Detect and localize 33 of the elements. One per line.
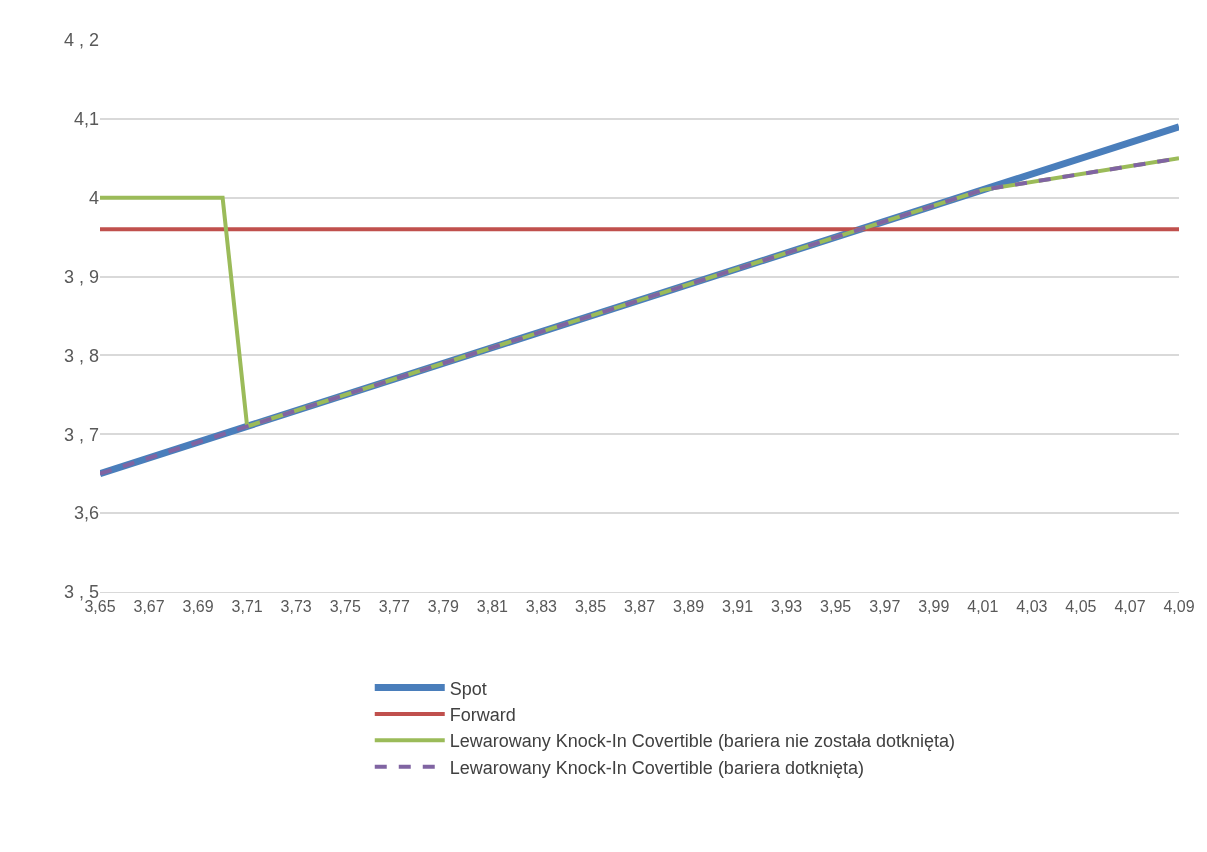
x-tick-label: 3,93 (771, 598, 803, 616)
y-tick-label: 4 , 2 (63, 30, 99, 51)
x-tick-label: 3,83 (525, 598, 558, 616)
x-tick-label: 3,79 (427, 598, 459, 616)
y-tick-label: 4,1 (73, 109, 99, 130)
x-tick-label: 3,99 (918, 598, 950, 616)
x-tick-label: 3,67 (133, 598, 165, 616)
x-tick-label: 3,81 (476, 598, 509, 616)
x-tick-label: 4,03 (1016, 598, 1048, 616)
y-tick-label: 3 , 8 (63, 345, 99, 366)
y-tick-label: 3,6 (73, 503, 99, 524)
x-tick-label: 3,77 (378, 598, 410, 616)
x-tick-label: 3,71 (231, 598, 263, 616)
x-tick-label: 3,69 (182, 598, 214, 616)
x-tick-label: 4,09 (1163, 598, 1195, 616)
x-tick-label: 4,05 (1065, 598, 1097, 616)
x-tick-label: 4,01 (967, 598, 999, 616)
legend-label: Lewarowany Knock-In Covertible (bariera dotknięta) (449, 757, 864, 778)
x-tick-label: 3,75 (329, 598, 361, 616)
legend-label: Spot (449, 678, 487, 699)
legend-label: Lewarowany Knock-In Covertible (bariera nie została dotknięta) (449, 731, 956, 752)
legend-label: Forward (449, 704, 516, 725)
y-tick-label: 4 (88, 188, 99, 209)
x-tick-label: 3,89 (672, 598, 705, 616)
x-tick-label: 3,97 (869, 598, 901, 616)
x-tick-label: 3,91 (722, 598, 754, 616)
x-tick-label: 3,87 (623, 598, 656, 616)
x-tick-label: 4,07 (1114, 598, 1146, 616)
x-tick-label: 3,95 (820, 598, 852, 616)
y-tick-label: 3 , 7 (63, 424, 99, 445)
y-tick-label: 3 , 9 (63, 266, 99, 287)
x-tick-label: 3,85 (574, 598, 607, 616)
x-tick-label: 3,73 (280, 598, 312, 616)
